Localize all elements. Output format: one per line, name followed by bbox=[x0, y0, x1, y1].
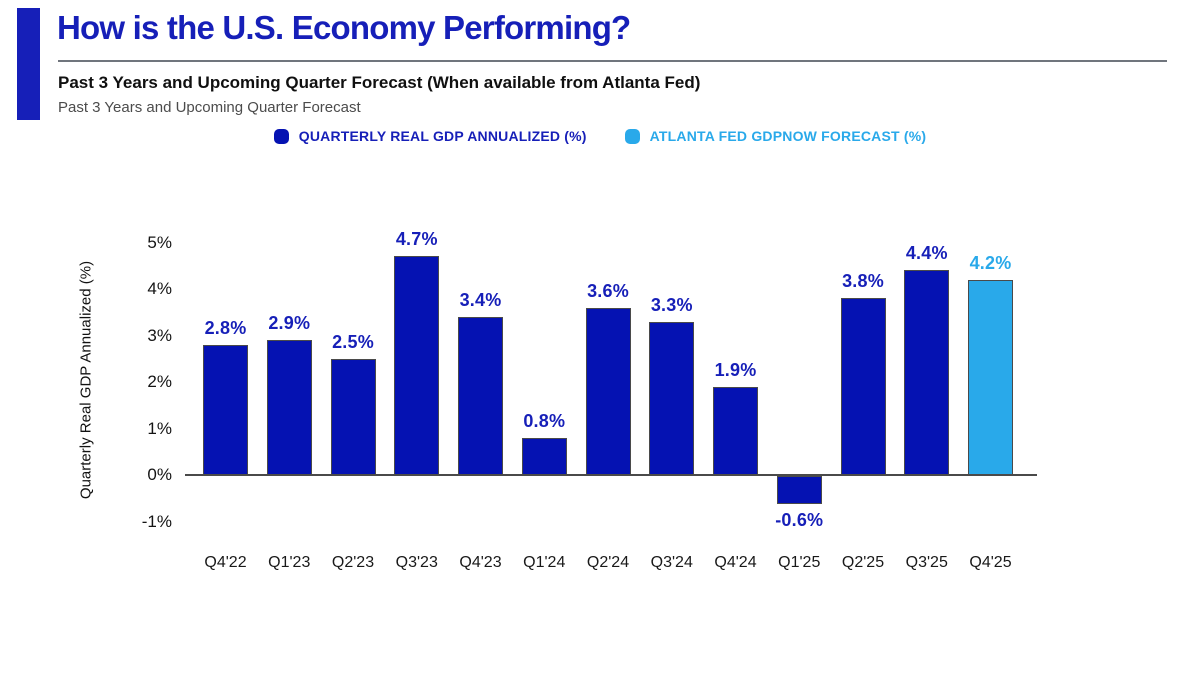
legend-marker-gdpnow-forecast bbox=[624, 128, 640, 144]
gdp-bar bbox=[904, 270, 950, 475]
bar-value-label: 3.3% bbox=[650, 294, 693, 315]
forecast-bar bbox=[968, 279, 1013, 475]
bar-value-label: 2.5% bbox=[332, 331, 374, 352]
x-axis-category-label: Q2'23 bbox=[331, 554, 375, 571]
bar-value-label: 1.9% bbox=[714, 359, 757, 380]
x-axis-category-label: Q4'22 bbox=[204, 554, 247, 571]
gdp-bar bbox=[713, 386, 758, 475]
x-axis-line bbox=[185, 474, 1037, 476]
chart-legend: QUARTERLY REAL GDP ANNUALIZED (%) ATLANT… bbox=[0, 128, 1200, 144]
x-axis-category-label: Q3'25 bbox=[905, 554, 948, 571]
legend-label-gdp-actual: QUARTERLY REAL GDP ANNUALIZED (%) bbox=[298, 128, 587, 144]
x-axis-category-label: Q4'25 bbox=[969, 554, 1012, 571]
y-axis-tick-label: -1% bbox=[141, 511, 172, 531]
gdp-bar bbox=[649, 321, 695, 475]
chart-subtitle: Past 3 Years and Upcoming Quarter Foreca… bbox=[58, 73, 701, 92]
bar-value-label: 3.6% bbox=[587, 280, 629, 301]
gdp-bar bbox=[203, 344, 248, 475]
y-axis-tick-label: 2% bbox=[147, 372, 172, 391]
gdp-bar bbox=[521, 437, 567, 475]
gdp-bar bbox=[776, 476, 822, 504]
legend-item-gdp-actual: QUARTERLY REAL GDP ANNUALIZED (%) bbox=[273, 128, 587, 144]
bar-value-label: 3.8% bbox=[842, 271, 884, 292]
title-accent-bar bbox=[17, 8, 40, 120]
legend-marker-gdp-actual bbox=[273, 128, 289, 144]
page-title: How is the U.S. Economy Performing? bbox=[57, 9, 631, 46]
y-axis-tick-label: 3% bbox=[147, 325, 172, 345]
x-axis-category-label: Q1'25 bbox=[778, 554, 821, 571]
title-divider bbox=[58, 60, 1167, 62]
gdp-bar bbox=[458, 316, 503, 475]
bar-value-label: -0.6% bbox=[775, 509, 824, 530]
gdp-bar bbox=[840, 298, 886, 475]
bar-value-label: 2.9% bbox=[268, 313, 311, 334]
y-axis-tick-label: 0% bbox=[147, 465, 172, 484]
bar-value-label: 4.2% bbox=[969, 252, 1012, 273]
bar-value-label: 4.4% bbox=[905, 243, 948, 264]
x-axis-category-label: Q3'24 bbox=[650, 554, 693, 571]
bar-value-label: 3.4% bbox=[459, 289, 502, 310]
legend-label-gdpnow-forecast: ATLANTA FED GDPNOW FORECAST (%) bbox=[649, 128, 927, 144]
y-axis-tick-label: 5% bbox=[147, 232, 172, 252]
x-axis-category-label: Q1'23 bbox=[268, 554, 311, 571]
x-axis-category-label: Q2'24 bbox=[586, 554, 630, 571]
bar-value-label: 4.7% bbox=[395, 229, 438, 250]
chart-subtitle-secondary: Past 3 Years and Upcoming Quarter Foreca… bbox=[58, 99, 361, 116]
y-axis-tick-label: 4% bbox=[147, 279, 172, 298]
x-axis-category-label: Q4'24 bbox=[714, 554, 757, 571]
x-axis-category-label: Q2'25 bbox=[841, 554, 885, 571]
gdp-bar bbox=[266, 340, 312, 475]
gdp-bar bbox=[585, 307, 631, 475]
bar-value-label: 2.8% bbox=[204, 317, 247, 338]
gdp-bar bbox=[330, 358, 376, 475]
gdp-bar bbox=[394, 256, 440, 475]
x-axis-category-label: Q1'24 bbox=[523, 554, 566, 571]
legend-item-gdpnow-forecast: ATLANTA FED GDPNOW FORECAST (%) bbox=[624, 128, 927, 144]
y-axis-title: Quarterly Real GDP Annualized (%) bbox=[77, 260, 95, 500]
y-axis-tick-label: 1% bbox=[147, 418, 172, 438]
bar-value-label: 0.8% bbox=[523, 410, 566, 431]
x-axis-category-label: Q3'23 bbox=[395, 554, 438, 571]
x-axis-category-label: Q4'23 bbox=[459, 554, 502, 571]
